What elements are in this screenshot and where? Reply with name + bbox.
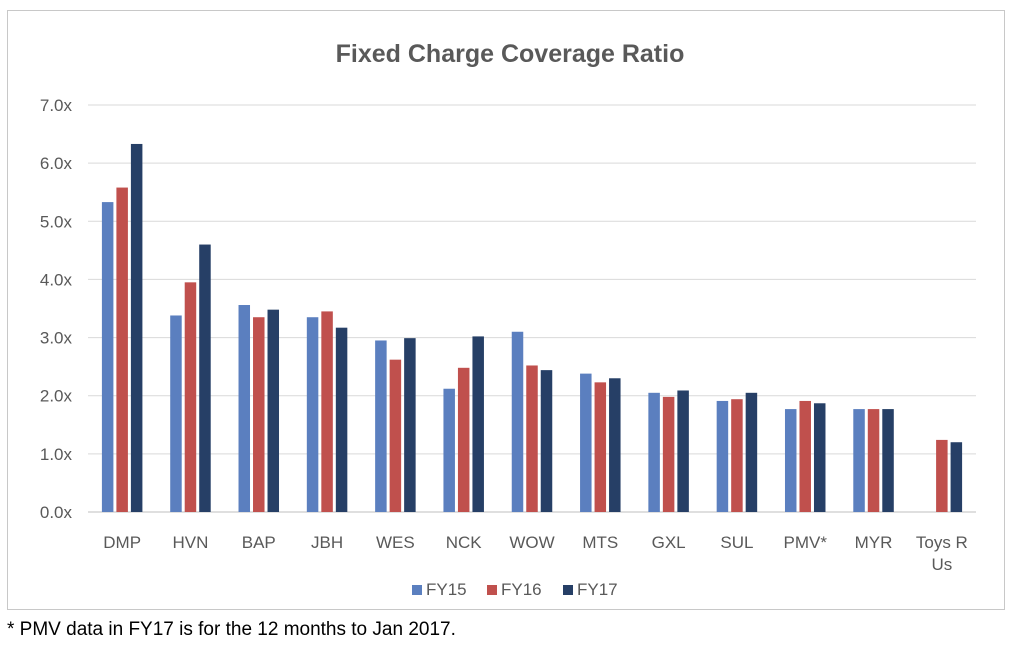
bar-fy16-6 — [526, 365, 538, 512]
bars — [101, 143, 963, 513]
bar-fy15-11 — [853, 409, 865, 512]
x-tick-label: MYR — [855, 533, 893, 552]
x-tick-label: JBH — [311, 533, 343, 552]
x-tick-label: Toys R Us — [916, 533, 968, 574]
bar-fy16-5 — [457, 367, 470, 512]
bar-fy16-9 — [731, 399, 743, 512]
bar-fy17-8 — [677, 390, 689, 512]
x-tick-label: WOW — [509, 533, 554, 552]
bar-fy15-2 — [238, 305, 251, 512]
chart: Fixed Charge Coverage Ratio 0.0x 1.0x 2.0x… — [40, 40, 976, 599]
legend-swatch-fy15 — [412, 585, 422, 595]
bar-fy17-9 — [745, 392, 758, 512]
bar-fy15-8 — [648, 392, 660, 512]
bar-fy17-11 — [882, 409, 894, 512]
bar-fy17-3 — [335, 327, 348, 512]
bar-fy16-7 — [594, 382, 607, 512]
bar-fy16-4 — [389, 359, 402, 512]
bar-fy17-12 — [950, 442, 963, 512]
x-tick-label: SUL — [720, 533, 753, 552]
y-axis-ticks: 0.0x 1.0x 2.0x 3.0x 4.0x 5.0x 6.0x 7.0x — [40, 96, 73, 522]
legend: FY15 FY16 FY17 — [412, 580, 618, 599]
bar-fy17-7 — [609, 378, 621, 512]
x-tick-label: DMP — [103, 533, 141, 552]
bar-fy15-1 — [170, 315, 182, 512]
x-axis-ticks: DMP HVN BAP JBH WES NCK WOW MTS GXL SUL PMV* MYR Toy… — [103, 533, 968, 574]
bar-fy15-3 — [306, 317, 319, 512]
legend-swatch-fy17 — [563, 585, 573, 595]
legend-label-fy16: FY16 — [501, 580, 542, 599]
legend-label-fy15: FY15 — [426, 580, 467, 599]
bar-fy17-5 — [472, 336, 484, 512]
chart-title: Fixed Charge Coverage Ratio — [336, 40, 685, 68]
bar-fy15-0 — [101, 202, 114, 512]
y-tick-label: 1.0x — [40, 445, 73, 464]
x-tick-label: PMV* — [783, 533, 827, 552]
bar-fy16-12 — [936, 439, 948, 512]
bar-fy17-1 — [199, 244, 211, 513]
y-tick-label: 3.0x — [40, 329, 73, 348]
bar-fy17-0 — [130, 143, 143, 512]
y-tick-label: 4.0x — [40, 270, 73, 289]
gridlines — [88, 104, 976, 513]
x-tick-label: GXL — [652, 533, 686, 552]
bar-fy15-7 — [580, 373, 592, 512]
y-tick-label: 5.0x — [40, 212, 73, 231]
bar-fy17-10 — [813, 403, 826, 512]
bar-fy16-8 — [662, 396, 675, 512]
bar-fy15-9 — [716, 400, 729, 512]
x-tick-label: WES — [376, 533, 415, 552]
footnote: * PMV data in FY17 is for the 12 months … — [7, 619, 456, 640]
y-tick-label: 6.0x — [40, 154, 73, 173]
bar-fy16-1 — [184, 282, 197, 512]
bar-fy15-10 — [784, 409, 797, 512]
bar-fy15-4 — [375, 340, 387, 512]
x-tick-label: BAP — [242, 533, 276, 552]
bar-fy16-11 — [867, 409, 880, 512]
y-tick-label: 7.0x — [40, 96, 73, 115]
bar-fy17-6 — [540, 370, 553, 512]
bar-fy17-2 — [267, 309, 280, 512]
legend-label-fy17: FY17 — [577, 580, 618, 599]
bar-fy16-0 — [116, 187, 128, 512]
bar-fy16-3 — [321, 311, 333, 512]
bar-fy15-6 — [511, 331, 524, 512]
bar-fy16-10 — [799, 400, 811, 512]
bar-fy17-4 — [404, 338, 416, 512]
x-tick-label: NCK — [446, 533, 483, 552]
bar-fy16-2 — [253, 317, 265, 512]
legend-swatch-fy16 — [487, 585, 497, 595]
y-tick-label: 0.0x — [40, 503, 73, 522]
x-tick-label: MTS — [582, 533, 618, 552]
bar-fy15-5 — [443, 388, 455, 512]
y-tick-label: 2.0x — [40, 387, 73, 406]
x-tick-label: HVN — [173, 533, 209, 552]
